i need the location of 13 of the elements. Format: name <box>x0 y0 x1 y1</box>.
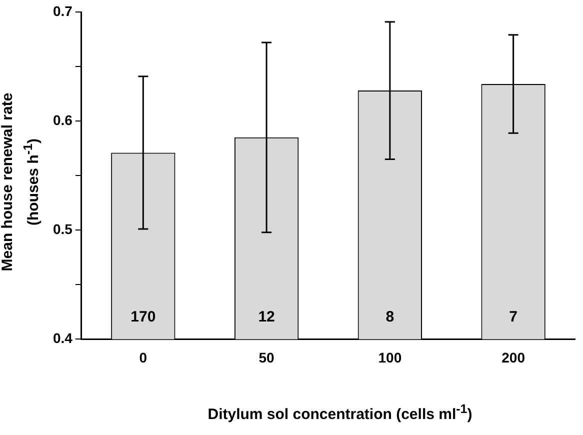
y-tick-label: 0.4 <box>52 330 73 346</box>
x-axis-title: Ditylum sol concentration (cells ml$^{-1}$) <box>206 402 474 423</box>
annotation: 170 <box>130 308 156 326</box>
y-tick-label: 0.6 <box>52 112 73 128</box>
x-tick-label: 200 <box>502 349 526 366</box>
x-tick-label: 50 <box>258 349 275 366</box>
y-tick-label: 0.7 <box>52 2 73 19</box>
x-tick-label: 100 <box>378 349 402 366</box>
y-tick-label: 0.5 <box>52 220 73 237</box>
annotation: 8 <box>386 308 394 326</box>
annotation: 7 <box>509 308 518 326</box>
x-tick-label: 0 <box>139 349 148 366</box>
annotation: 12 <box>258 308 275 326</box>
